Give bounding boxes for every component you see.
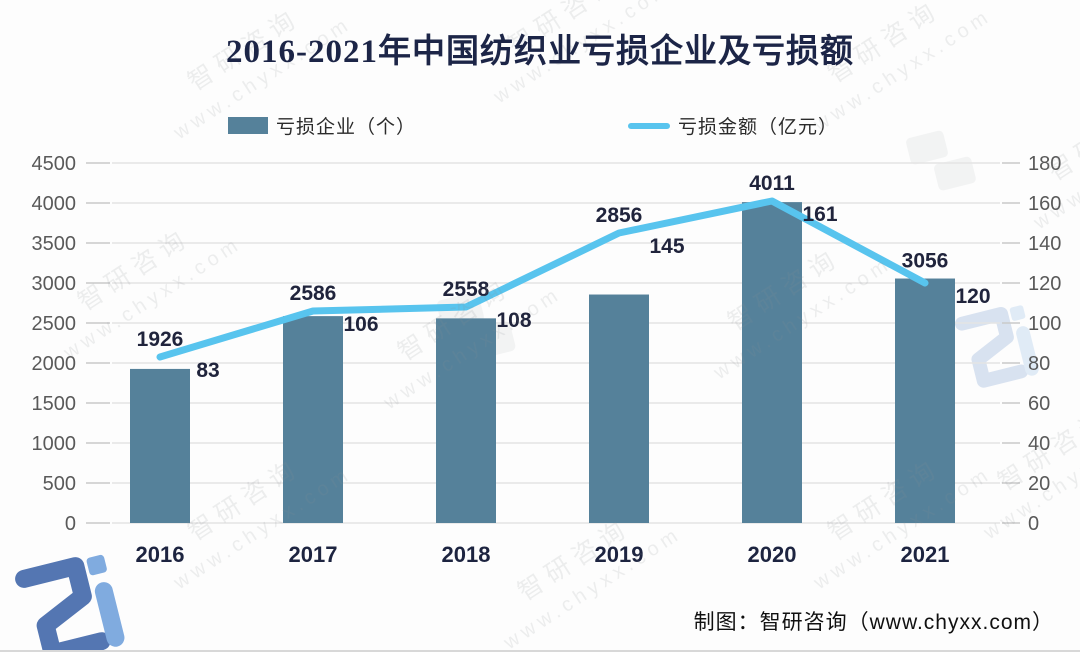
right-axis-label: 160 <box>1028 193 1061 215</box>
right-axis-label: 0 <box>1028 513 1039 535</box>
x-axis-label-2016: 2016 <box>136 542 185 567</box>
loss-amount-line <box>156 197 929 361</box>
left-axis-label: 4500 <box>32 153 77 175</box>
bar-value-label: 3056 <box>902 250 949 273</box>
right-axis-label: 40 <box>1028 433 1050 455</box>
left-axis-label: 500 <box>43 473 76 495</box>
x-axis-label-2021: 2021 <box>901 542 950 567</box>
legend-item-line: 亏损金额（亿元） <box>628 112 838 139</box>
left-axis-label: 2500 <box>32 313 77 335</box>
legend-item-bars: 亏损企业（个） <box>228 112 416 139</box>
bar-value-label: 2558 <box>443 278 490 301</box>
bar-series-swatch <box>228 117 268 134</box>
bar-value-label: 4011 <box>749 172 795 195</box>
left-axis-label: 3000 <box>32 273 77 295</box>
right-axis-label: 80 <box>1028 353 1050 375</box>
right-axis-label: 100 <box>1028 313 1061 335</box>
line-value-label: 145 <box>649 235 684 258</box>
chart-title: 2016-2021年中国纺织业亏损企业及亏损额 <box>226 34 854 70</box>
line-value-label: 83 <box>196 359 219 382</box>
legend-label-bars: 亏损企业（个） <box>276 117 417 138</box>
x-axis-label-2017: 2017 <box>289 542 338 567</box>
line-series-swatch <box>628 122 670 129</box>
bar-2021 <box>895 278 955 523</box>
line-value-label: 108 <box>496 309 531 332</box>
right-axis-label: 20 <box>1028 473 1050 495</box>
left-axis-label: 1500 <box>32 393 77 415</box>
right-axis-label: 180 <box>1028 153 1061 175</box>
bar-value-label: 2586 <box>290 282 337 305</box>
left-axis-label: 0 <box>65 513 76 535</box>
bar-2019 <box>589 294 649 523</box>
line-value-label: 161 <box>802 203 837 226</box>
right-axis-label: 120 <box>1028 273 1061 295</box>
legend-label-line: 亏损金额（亿元） <box>678 117 839 138</box>
left-axis-label: 2000 <box>32 353 77 375</box>
left-axis-label: 3500 <box>32 233 77 255</box>
bar-2017 <box>283 316 343 523</box>
line-value-label: 120 <box>955 285 990 308</box>
bar-value-label: 1926 <box>137 328 184 351</box>
left-axis-label: 4000 <box>32 193 77 215</box>
bar-2018 <box>436 318 496 523</box>
right-axis-label: 60 <box>1028 393 1050 415</box>
left-axis-label: 1000 <box>32 433 77 455</box>
x-axis-label-2019: 2019 <box>595 542 644 567</box>
x-axis-label-2018: 2018 <box>442 542 491 567</box>
attribution-text: 制图：智研咨询（www.chyxx.com） <box>693 611 1054 634</box>
x-axis-label-2020: 2020 <box>748 542 797 567</box>
bar-2016 <box>130 368 190 523</box>
bar-value-label: 2856 <box>596 204 643 227</box>
line-value-label: 106 <box>343 313 378 336</box>
bar-2020 <box>742 202 802 523</box>
right-axis-label: 140 <box>1028 233 1061 255</box>
